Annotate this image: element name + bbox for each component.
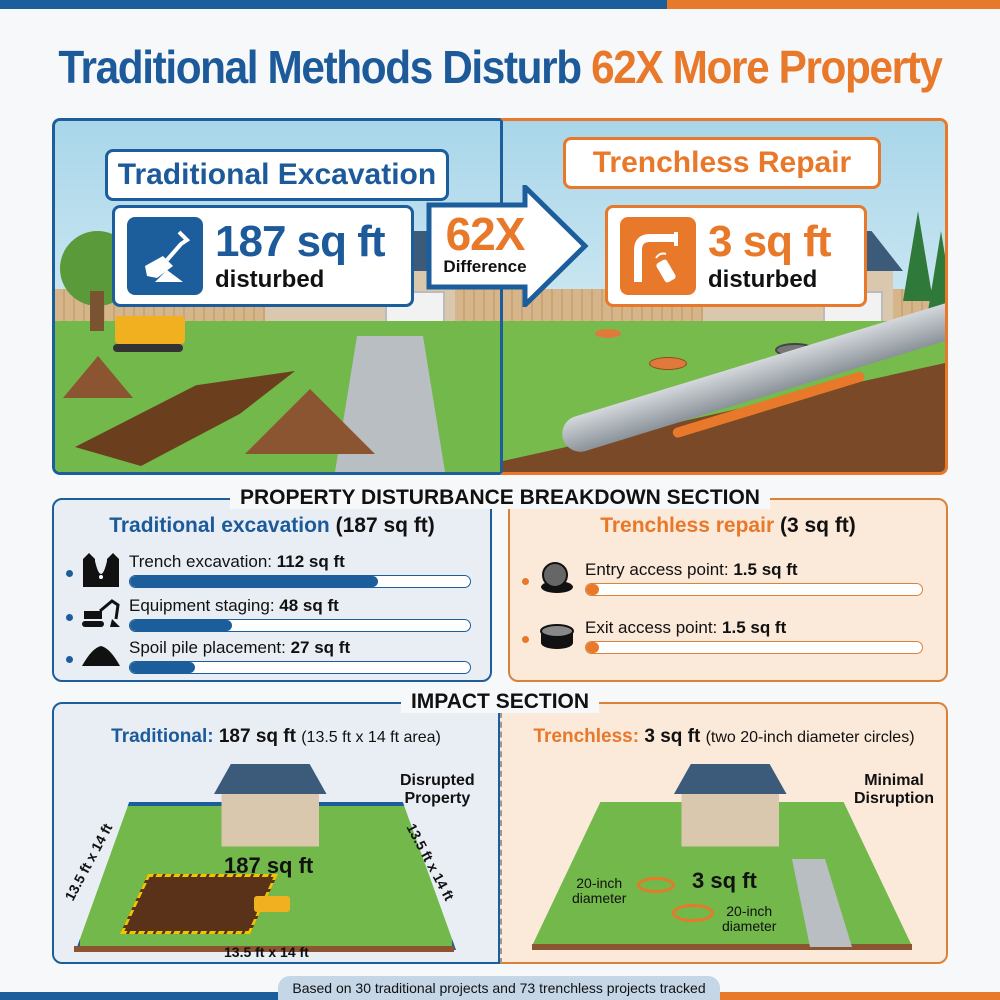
manhole-cover-icon <box>537 618 577 654</box>
trenchless-heading: Trenchless Repair <box>563 137 881 189</box>
disrupted-property-label: Disrupted Property <box>400 772 475 807</box>
progress-bar <box>129 619 471 632</box>
dirt-pile-icon <box>81 638 121 674</box>
progress-bar <box>585 583 923 596</box>
trenchless-impact-value: 3 sq ft <box>692 868 757 893</box>
open-manhole-icon <box>537 560 577 596</box>
breakdown-item-equipment: Equipment staging: 48 sq ft <box>66 596 471 632</box>
progress-bar <box>129 661 471 674</box>
breakdown-item-trench: Trench excavation: 112 sq ft <box>66 552 471 588</box>
difference-multiplier: 62X <box>445 208 526 260</box>
trenchless-stat-card: 3 sq ft disturbed <box>605 205 867 307</box>
impact-section-heading: IMPACT SECTION <box>0 690 1000 714</box>
traditional-hero-panel: Traditional Excavation 187 sq ft disturb… <box>52 118 500 475</box>
footer-note: Based on 30 traditional projects and 73 … <box>278 976 720 1000</box>
minimal-disruption-label: Minimal Disruption <box>854 772 934 807</box>
traditional-impact-value: 187 sq ft <box>224 853 314 878</box>
trench-icon <box>81 552 121 588</box>
trenchless-area-value: 3 sq ft <box>708 217 832 266</box>
traditional-stat-card: 187 sq ft disturbed <box>112 205 414 307</box>
shovel-icon <box>127 217 203 295</box>
exit-point-circle <box>672 904 714 922</box>
trenchless-breakdown-panel: Trenchless repair (3 sq ft) Entry access… <box>508 498 948 682</box>
traditional-impact-panel: Traditional: 187 sq ft (13.5 ft x 14 ft … <box>52 702 500 964</box>
breakdown-item-spoil: Spoil pile placement: 27 sq ft <box>66 638 471 674</box>
excavator-icon <box>81 596 121 632</box>
breakdown-item-entry: Entry access point: 1.5 sq ft <box>522 560 923 596</box>
breakdown-item-exit: Exit access point: 1.5 sq ft <box>522 618 923 654</box>
traditional-breakdown-panel: Traditional excavation (187 sq ft) Trenc… <box>52 498 492 682</box>
pipe-remote-icon <box>620 217 696 295</box>
page-title: Traditional Methods Disturb 62X More Pro… <box>58 41 943 93</box>
trenchless-impact-panel: Trenchless: 3 sq ft (two 20-inch diamete… <box>500 702 948 964</box>
top-color-bar <box>0 0 1000 9</box>
traditional-heading: Traditional Excavation <box>105 149 449 201</box>
breakdown-section-heading: PROPERTY DISTURBANCE BREAKDOWN SECTION <box>0 486 1000 510</box>
progress-bar <box>585 641 923 654</box>
excavator-illustration <box>113 316 185 352</box>
entry-point-circle <box>637 877 675 893</box>
traditional-area-value: 187 sq ft <box>215 217 386 266</box>
footer: Based on 30 traditional projects and 73 … <box>0 974 1000 1000</box>
arrow-right-icon <box>426 181 589 311</box>
difference-arrow: 62X Difference <box>425 181 590 311</box>
trenchless-hero-panel: Trenchless Repair 3 sq ft disturbed <box>500 118 948 475</box>
progress-bar <box>129 575 471 588</box>
